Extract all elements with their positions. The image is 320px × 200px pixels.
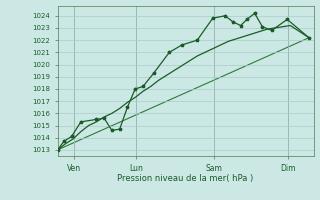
X-axis label: Pression niveau de la mer( hPa ): Pression niveau de la mer( hPa ) bbox=[117, 174, 254, 183]
